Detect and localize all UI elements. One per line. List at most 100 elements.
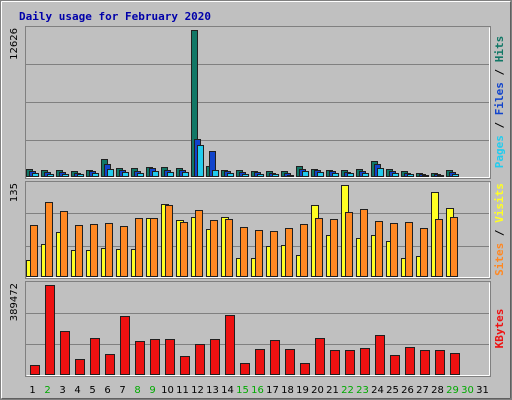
bar-kbytes-day-26	[405, 347, 415, 375]
bar-kbytes-day-8	[135, 341, 145, 375]
x-tick-day-29: 29	[446, 385, 459, 396]
bar-sites-day-20	[315, 218, 323, 277]
bar-kbytes-day-10	[165, 339, 175, 375]
x-tick-day-16: 16	[251, 385, 264, 396]
bar-kbytes-day-6	[105, 354, 115, 375]
legend-separator: /	[493, 223, 506, 243]
panel-bottom: 389472 KBytes	[9, 281, 506, 377]
x-tick-day-14: 14	[221, 385, 234, 396]
legend-item-visits: Visits	[493, 183, 506, 223]
bar-pages-day-24	[377, 168, 384, 177]
x-tick-day-3: 3	[59, 385, 65, 396]
bar-kbytes-day-27	[420, 350, 430, 375]
bar-kbytes-day-28	[435, 350, 445, 375]
bar-pages-day-13	[212, 170, 219, 177]
bar-kbytes-day-21	[330, 350, 340, 375]
bar-sites-day-29	[450, 217, 458, 277]
bar-sites-day-27	[420, 228, 428, 277]
bar-sites-day-2	[45, 202, 53, 277]
x-tick-day-24: 24	[371, 385, 384, 396]
bar-sites-day-24	[375, 221, 383, 277]
bar-pages-day-15	[242, 174, 249, 177]
bar-pages-day-19	[302, 171, 309, 177]
bar-sites-day-15	[240, 227, 248, 277]
bar-kbytes-day-22	[345, 350, 355, 375]
legend-separator: /	[493, 62, 506, 82]
bar-pages-day-26	[407, 174, 414, 177]
x-tick-day-4: 4	[74, 385, 80, 396]
bar-sites-day-8	[135, 218, 143, 277]
bar-pages-day-14	[227, 173, 234, 177]
bar-kbytes-day-15	[240, 363, 250, 375]
chart-title: Daily usage for February 2020	[19, 10, 211, 23]
x-tick-day-28: 28	[431, 385, 444, 396]
bar-pages-day-1	[32, 173, 39, 177]
bar-pages-day-12	[197, 145, 204, 177]
x-tick-day-11: 11	[176, 385, 189, 396]
bar-pages-day-4	[77, 174, 84, 177]
x-tick-day-20: 20	[311, 385, 324, 396]
x-tick-day-15: 15	[236, 385, 249, 396]
bar-kbytes-day-16	[255, 349, 265, 375]
bar-kbytes-day-17	[270, 340, 280, 375]
bar-pages-day-27	[422, 175, 429, 177]
x-tick-day-21: 21	[326, 385, 339, 396]
panel-middle: 135 Sites / Visits	[9, 181, 506, 279]
bar-kbytes-day-18	[285, 349, 295, 375]
bar-sites-day-18	[285, 228, 293, 277]
bar-sites-day-28	[435, 219, 443, 277]
legend-item-pages: Pages	[493, 135, 506, 168]
bar-sites-day-12	[195, 210, 203, 277]
bar-kbytes-day-20	[315, 338, 325, 375]
bar-sites-day-7	[120, 226, 128, 277]
bar-kbytes-day-13	[210, 339, 220, 375]
bar-sites-day-26	[405, 222, 413, 277]
bar-pages-day-23	[362, 173, 369, 177]
bar-kbytes-day-19	[300, 363, 310, 375]
x-tick-day-1: 1	[29, 385, 35, 396]
x-axis-labels: 1 2 3 4 5 6 7 8 9 10 11 12 13 14 15 16 17 18 19 20 21 22 23 24 2…	[29, 385, 489, 396]
bar-pages-day-17	[272, 174, 279, 177]
x-tick-day-30: 30	[461, 385, 474, 396]
x-tick-day-5: 5	[89, 385, 95, 396]
bar-sites-day-14	[225, 219, 233, 277]
x-tick-day-27: 27	[416, 385, 429, 396]
bar-sites-day-19	[300, 224, 308, 277]
legend-item-files: Files	[493, 82, 506, 115]
x-tick-day-31: 31	[476, 385, 489, 396]
bar-pages-day-29	[452, 174, 459, 177]
bar-pages-day-22	[347, 173, 354, 177]
legend-separator: /	[493, 115, 506, 135]
x-tick-day-10: 10	[161, 385, 174, 396]
bar-kbytes-day-9	[150, 339, 160, 375]
bar-sites-day-16	[255, 230, 263, 277]
x-tick-day-6: 6	[104, 385, 110, 396]
bar-kbytes-day-24	[375, 335, 385, 375]
bar-sites-day-21	[330, 219, 338, 277]
bar-pages-day-6	[107, 169, 114, 177]
bar-pages-day-3	[62, 174, 69, 177]
bar-sites-day-10	[165, 205, 173, 277]
bar-sites-day-13	[210, 220, 218, 277]
bar-sites-day-5	[90, 224, 98, 277]
x-tick-day-26: 26	[401, 385, 414, 396]
bar-pages-day-9	[152, 171, 159, 177]
x-tick-day-17: 17	[266, 385, 279, 396]
x-tick-day-25: 25	[386, 385, 399, 396]
bar-sites-day-3	[60, 211, 68, 277]
bar-kbytes-day-12	[195, 344, 205, 375]
bar-sites-day-23	[360, 209, 368, 277]
bar-pages-day-18	[287, 175, 294, 177]
bar-pages-day-25	[392, 173, 399, 177]
x-tick-day-12: 12	[191, 385, 204, 396]
bar-kbytes-day-4	[75, 359, 85, 375]
y-max-label-top: 12626	[9, 28, 20, 60]
bar-pages-day-11	[182, 172, 189, 177]
legend-item-sites: Sites	[493, 243, 506, 276]
panel-top: 12626 Pages / Files / Hits	[9, 26, 506, 179]
x-tick-day-9: 9	[149, 385, 155, 396]
bar-sites-day-9	[150, 218, 158, 277]
bar-kbytes-day-29	[450, 353, 460, 375]
bar-sites-day-25	[390, 223, 398, 277]
